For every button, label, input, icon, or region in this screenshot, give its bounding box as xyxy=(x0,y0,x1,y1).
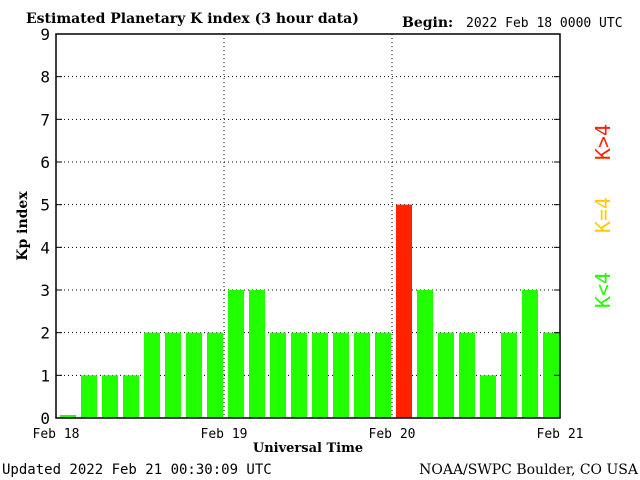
kp-bar xyxy=(480,375,496,418)
kp-bar xyxy=(102,375,118,418)
kp-bar xyxy=(375,332,391,418)
kp-bar xyxy=(354,332,370,418)
y-tick-label: 1 xyxy=(40,366,50,385)
bars xyxy=(60,204,559,418)
legend-entry: K>4 xyxy=(591,124,615,160)
kp-bar xyxy=(543,332,559,418)
kp-bar xyxy=(228,290,244,418)
x-tick-label: Feb 20 xyxy=(369,427,416,442)
legend: K<4 K=4 K>4 xyxy=(591,124,615,308)
y-tick-label: 6 xyxy=(40,153,50,172)
x-axis-label: Universal Time xyxy=(253,441,363,456)
kp-bar xyxy=(438,332,454,418)
kp-bar xyxy=(291,332,307,418)
kp-bar xyxy=(144,332,160,418)
kp-bar xyxy=(417,290,433,418)
x-tick-label: Feb 18 xyxy=(33,427,80,442)
y-tick-label: 0 xyxy=(40,409,50,428)
y-tick-label: 2 xyxy=(40,324,50,343)
kp-bar xyxy=(312,332,328,418)
y-tick-label: 5 xyxy=(40,196,50,215)
kp-bar xyxy=(459,332,475,418)
legend-entry: K<4 xyxy=(591,272,615,308)
kp-bar xyxy=(249,290,265,418)
kp-bar xyxy=(186,332,202,418)
kp-bar xyxy=(333,332,349,418)
begin-label: Begin: xyxy=(402,15,453,31)
y-axis-label: Kp index xyxy=(15,191,31,261)
chart-title: Estimated Planetary K index (3 hour data… xyxy=(26,11,359,27)
y-tick-label: 7 xyxy=(40,110,50,129)
kp-bar xyxy=(522,290,538,418)
grid xyxy=(56,34,560,418)
kp-bar xyxy=(396,204,412,418)
x-ticks: Feb 18 Feb 19 Feb 20 Feb 21 xyxy=(33,427,584,442)
x-tick-label: Feb 19 xyxy=(201,427,248,442)
y-tick-label: 4 xyxy=(40,238,50,257)
x-tick-label: Feb 21 xyxy=(537,427,584,442)
kp-bar xyxy=(165,332,181,418)
begin-value: 2022 Feb 18 0000 UTC xyxy=(466,16,623,31)
y-ticks: 0 1 2 3 4 5 6 7 8 9 xyxy=(40,25,560,428)
plot-frame xyxy=(55,33,561,419)
source-credit: NOAA/SWPC Boulder, CO USA xyxy=(419,462,639,478)
kp-bar xyxy=(81,375,97,418)
updated-timestamp: Updated 2022 Feb 21 00:30:09 UTC xyxy=(2,462,272,478)
kp-bar xyxy=(270,332,286,418)
kp-bar xyxy=(123,375,139,418)
kp-bar xyxy=(501,332,517,418)
y-tick-label: 8 xyxy=(40,68,50,87)
legend-entry: K=4 xyxy=(591,197,615,233)
y-tick-label: 9 xyxy=(40,25,50,44)
kp-bar xyxy=(207,332,223,418)
kp-bar xyxy=(60,415,76,418)
y-tick-label: 3 xyxy=(40,281,50,300)
